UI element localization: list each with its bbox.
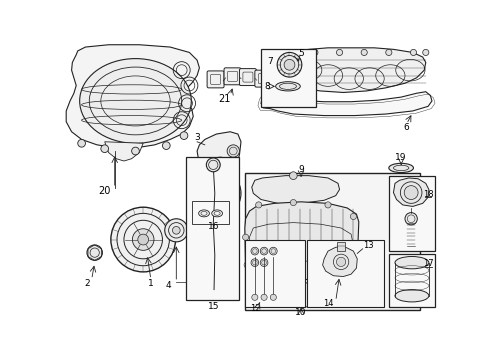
Circle shape <box>360 49 366 55</box>
Circle shape <box>255 202 261 208</box>
Circle shape <box>138 234 148 245</box>
Text: 3: 3 <box>194 132 200 141</box>
Circle shape <box>270 294 276 300</box>
Polygon shape <box>195 132 241 242</box>
Circle shape <box>242 234 248 240</box>
Circle shape <box>404 213 416 225</box>
Polygon shape <box>244 202 358 280</box>
Text: 19: 19 <box>395 153 406 162</box>
Ellipse shape <box>211 210 222 217</box>
Text: 4: 4 <box>165 281 171 290</box>
Circle shape <box>206 158 220 172</box>
Circle shape <box>260 259 267 266</box>
Text: 9: 9 <box>298 165 304 174</box>
Text: 21: 21 <box>218 94 230 104</box>
Circle shape <box>269 247 277 255</box>
Text: 12: 12 <box>249 303 260 312</box>
Bar <box>191 201 228 224</box>
Circle shape <box>244 262 250 268</box>
Circle shape <box>162 142 170 149</box>
Bar <box>306 239 384 307</box>
Circle shape <box>87 245 102 260</box>
FancyBboxPatch shape <box>239 69 256 86</box>
Circle shape <box>277 53 301 77</box>
Polygon shape <box>393 178 428 206</box>
Bar <box>388 254 434 306</box>
Text: 16: 16 <box>207 222 219 231</box>
Ellipse shape <box>198 210 209 217</box>
Text: 1: 1 <box>148 279 153 288</box>
Bar <box>388 176 434 251</box>
Text: 5: 5 <box>298 49 304 58</box>
Text: 14: 14 <box>322 299 332 308</box>
Polygon shape <box>261 92 431 116</box>
Text: 8: 8 <box>264 82 270 91</box>
Circle shape <box>180 132 187 139</box>
Polygon shape <box>279 48 425 93</box>
Ellipse shape <box>80 59 191 143</box>
Circle shape <box>191 169 241 218</box>
Circle shape <box>284 59 294 70</box>
Circle shape <box>132 229 154 250</box>
Circle shape <box>409 49 416 55</box>
Circle shape <box>101 145 108 153</box>
Circle shape <box>226 145 239 157</box>
Polygon shape <box>104 142 143 161</box>
Circle shape <box>111 207 175 272</box>
Text: 18: 18 <box>423 190 433 199</box>
Circle shape <box>210 187 222 199</box>
Polygon shape <box>251 176 339 203</box>
Ellipse shape <box>275 82 300 91</box>
Circle shape <box>349 213 356 220</box>
Bar <box>337 242 344 251</box>
FancyBboxPatch shape <box>224 68 241 85</box>
Text: 13: 13 <box>362 241 372 250</box>
Circle shape <box>336 49 342 55</box>
Text: 20: 20 <box>98 186 111 196</box>
Circle shape <box>422 49 428 55</box>
Polygon shape <box>262 283 337 307</box>
FancyBboxPatch shape <box>268 74 285 91</box>
Text: 10: 10 <box>295 308 306 317</box>
Circle shape <box>78 139 85 147</box>
Circle shape <box>324 202 330 208</box>
Circle shape <box>260 247 267 255</box>
Circle shape <box>385 49 391 55</box>
Text: 15: 15 <box>207 302 219 311</box>
Circle shape <box>250 247 258 255</box>
Bar <box>244 172 420 310</box>
Polygon shape <box>322 247 357 276</box>
Polygon shape <box>66 45 199 148</box>
Bar <box>261 49 316 107</box>
Circle shape <box>250 259 258 266</box>
Circle shape <box>266 275 273 281</box>
FancyBboxPatch shape <box>254 70 271 87</box>
Circle shape <box>347 268 353 274</box>
Circle shape <box>336 257 345 266</box>
Circle shape <box>251 294 257 300</box>
Circle shape <box>290 49 296 55</box>
Ellipse shape <box>394 256 428 269</box>
Circle shape <box>313 276 319 282</box>
Circle shape <box>164 219 187 242</box>
Circle shape <box>353 240 359 247</box>
Text: 17: 17 <box>423 259 433 268</box>
Ellipse shape <box>388 163 413 172</box>
Circle shape <box>404 186 417 199</box>
Text: 6: 6 <box>403 123 408 132</box>
Circle shape <box>172 226 180 234</box>
Circle shape <box>131 147 139 155</box>
FancyBboxPatch shape <box>207 71 224 88</box>
Circle shape <box>261 294 266 300</box>
Ellipse shape <box>394 289 428 302</box>
Circle shape <box>289 172 297 180</box>
Circle shape <box>290 199 296 206</box>
Text: 7: 7 <box>266 57 272 66</box>
Text: 2: 2 <box>84 279 90 288</box>
Bar <box>185 157 239 300</box>
Bar <box>244 239 305 307</box>
Circle shape <box>311 49 317 55</box>
Circle shape <box>209 157 230 179</box>
